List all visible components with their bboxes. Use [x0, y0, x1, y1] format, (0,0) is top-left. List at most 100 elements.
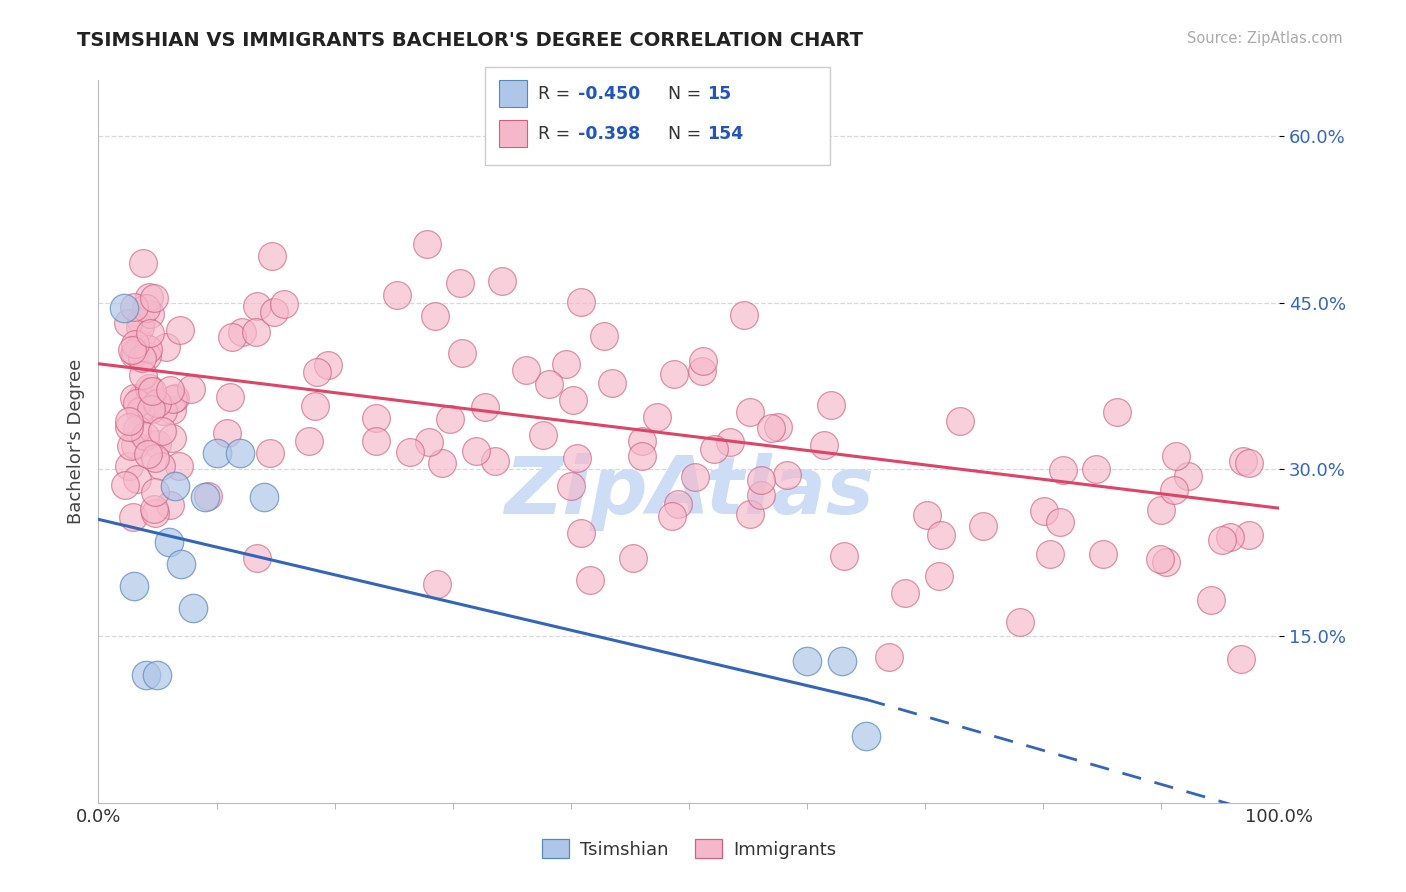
Point: [131, 368, 153, 383]
Point: [1150, 503, 1173, 517]
Text: ZipAtlas: ZipAtlas: [503, 453, 875, 531]
Point: [218, 390, 240, 404]
Point: [425, 309, 447, 323]
Text: Source: ZipAtlas.com: Source: ZipAtlas.com: [1187, 31, 1343, 46]
Point: [366, 434, 388, 449]
Point: [1091, 547, 1114, 561]
Point: [194, 490, 217, 504]
Point: [118, 415, 141, 429]
Point: [751, 488, 773, 502]
Point: [740, 405, 762, 419]
Point: [205, 445, 228, 459]
Point: [1033, 504, 1056, 518]
Point: [253, 490, 276, 504]
Point: [124, 300, 146, 314]
Point: [129, 391, 152, 405]
Point: [245, 325, 267, 339]
Point: [136, 349, 159, 363]
Point: [129, 337, 152, 351]
Point: [118, 458, 141, 473]
Point: [138, 343, 160, 357]
Text: R =: R =: [538, 125, 576, 143]
Point: [129, 320, 152, 334]
Point: [136, 447, 159, 461]
Point: [143, 394, 166, 409]
Point: [124, 336, 146, 351]
Point: [565, 450, 588, 465]
Point: [439, 412, 461, 426]
Point: [1049, 515, 1071, 529]
Point: [621, 551, 644, 566]
Point: [465, 443, 488, 458]
Point: [928, 569, 950, 583]
Point: [146, 436, 169, 450]
Point: [387, 288, 409, 302]
Point: [592, 329, 614, 343]
Point: [562, 393, 585, 408]
Point: [666, 498, 689, 512]
Point: [931, 527, 953, 541]
Point: [112, 301, 135, 315]
Point: [170, 557, 193, 571]
Point: [124, 345, 146, 359]
Text: 15: 15: [707, 85, 731, 103]
Point: [418, 434, 440, 449]
Point: [215, 426, 238, 441]
Point: [141, 384, 163, 398]
Point: [855, 729, 877, 743]
Point: [121, 343, 143, 357]
Point: [733, 308, 755, 322]
Point: [1164, 450, 1187, 464]
Point: [121, 509, 143, 524]
Point: [181, 601, 204, 615]
Text: 154: 154: [707, 125, 744, 143]
Point: [124, 438, 146, 452]
Point: [877, 649, 900, 664]
Point: [307, 365, 329, 379]
Y-axis label: Bachelor's Degree: Bachelor's Degree: [66, 359, 84, 524]
Point: [1010, 615, 1032, 629]
Point: [141, 402, 163, 417]
Point: [163, 391, 186, 405]
Point: [146, 396, 169, 410]
Point: [134, 429, 156, 443]
Text: N =: N =: [668, 85, 707, 103]
Point: [246, 551, 269, 566]
Text: N =: N =: [668, 125, 707, 143]
Point: [776, 467, 799, 482]
Point: [304, 399, 326, 413]
Point: [298, 434, 321, 448]
Point: [1211, 533, 1233, 548]
Point: [569, 525, 592, 540]
Point: [131, 256, 153, 270]
Point: [135, 668, 157, 682]
Point: [160, 402, 183, 417]
Point: [139, 384, 162, 399]
Point: [831, 653, 853, 667]
Point: [718, 434, 741, 449]
Point: [149, 458, 172, 473]
Point: [600, 376, 623, 391]
Point: [122, 347, 145, 361]
Point: [229, 445, 252, 459]
Point: [122, 579, 145, 593]
Point: [1232, 454, 1254, 468]
Point: [145, 506, 167, 520]
Point: [738, 508, 761, 522]
Point: [1039, 548, 1062, 562]
Point: [122, 391, 145, 405]
Point: [426, 577, 449, 591]
Point: [263, 305, 285, 319]
Point: [759, 421, 782, 435]
Point: [1237, 528, 1260, 542]
Point: [231, 325, 253, 339]
Point: [474, 401, 496, 415]
Point: [554, 357, 576, 371]
Point: [169, 323, 191, 337]
Point: [273, 297, 295, 311]
Point: [751, 473, 773, 487]
Point: [820, 398, 842, 412]
Point: [1219, 530, 1241, 544]
Point: [120, 439, 142, 453]
Point: [138, 308, 160, 322]
